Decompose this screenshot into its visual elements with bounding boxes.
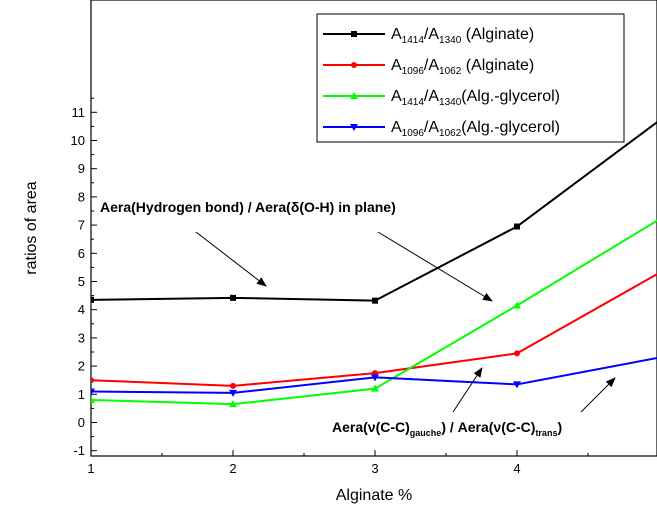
y-tick-label: 5: [78, 274, 85, 289]
annotation-arrow: [195, 231, 267, 287]
x-axis-title: Alginate %: [336, 487, 413, 504]
legend-label-part: (Alg.-glycerol): [461, 88, 560, 105]
x-axis: 1 2 3 4: [87, 450, 589, 476]
data-point: [230, 382, 236, 389]
series-triangle-down: [91, 356, 657, 397]
data-point: [230, 294, 236, 301]
legend-label-part: (Alginate): [461, 57, 534, 74]
y-tick-label: 4: [78, 302, 85, 317]
legend-label-part: A: [391, 88, 402, 105]
x-tick-label: 2: [229, 461, 236, 476]
legend-label-subscript: 1062: [439, 66, 462, 77]
legend-label-subscript: 1340: [439, 35, 462, 46]
legend-label: A1414/A1340(Alg.-glycerol): [391, 88, 560, 108]
y-axis-title: ratios of area: [23, 181, 40, 274]
data-point: [371, 374, 379, 382]
legend-label: A1414/A1340 (Alginate): [391, 26, 534, 46]
y-tick-label: 3: [78, 330, 85, 345]
data-point: [229, 400, 237, 408]
x-tick-label: 3: [371, 461, 378, 476]
data-point: [351, 31, 357, 37]
legend-label-subscript: 1096: [402, 128, 425, 139]
legend-item: A1414/A1340(Alg.-glycerol): [323, 88, 560, 108]
annotation-arrow: [580, 377, 616, 413]
y-tick-label: 11: [72, 105, 86, 120]
legend-box: [316, 13, 625, 143]
legend-label-part: (Alg.-glycerol): [461, 119, 560, 136]
legend-label-part: A: [391, 119, 402, 136]
data-point: [514, 350, 520, 357]
y-axis: -1 0 1 2 3 4 5 6 7 8 9 10 11: [71, 97, 97, 458]
legend-label-part: /A: [424, 26, 439, 43]
legend-label: A1096/A1062 (Alginate): [391, 57, 534, 77]
legend-item: A1096/A1062 (Alginate): [323, 57, 534, 77]
data-point: [513, 381, 521, 389]
legend: A1414/A1340 (Alginate)A1096/A1062 (Algin…: [316, 13, 625, 143]
series-line: [91, 273, 657, 387]
series-square: [91, 121, 657, 304]
legend-label-subscript: 1414: [402, 97, 425, 108]
y-tick-label: 10: [71, 133, 85, 148]
data-point: [91, 377, 94, 384]
annotation-arrow: [452, 367, 483, 413]
data-point: [514, 223, 520, 230]
data-point: [513, 301, 521, 309]
data-point: [91, 395, 95, 403]
annotation-gauche-trans-text: Aera(ν(C-C)gauche) / Aera(ν(C-C)trans): [332, 419, 562, 438]
y-tick-label: 6: [78, 246, 85, 261]
data-point: [91, 388, 95, 396]
legend-label: A1096/A1062(Alg.-glycerol): [391, 119, 560, 139]
data-point: [350, 92, 358, 99]
data-point: [372, 297, 378, 304]
series-layer: [91, 121, 657, 408]
legend-label-part: (Alginate): [461, 26, 534, 43]
plot-frame: [90, 0, 657, 457]
data-point: [229, 389, 237, 397]
annotation-hydrogen-bond-text: Aera(Hydrogen bond) / Aera(δ(O-H) in pla…: [100, 199, 396, 215]
y-tick-label: 8: [78, 189, 85, 204]
legend-label-part: /A: [424, 88, 439, 105]
legend-label-subscript: 1414: [402, 35, 425, 46]
legend-item: A1414/A1340 (Alginate): [323, 26, 534, 46]
legend-label-subscript: 1340: [439, 97, 462, 108]
data-point: [350, 124, 358, 131]
legend-label-part: A: [391, 26, 402, 43]
y-tick-label: 0: [78, 415, 85, 430]
legend-label-subscript: 1062: [439, 128, 462, 139]
data-point: [371, 384, 379, 392]
annotation-gauche-trans: Aera(ν(C-C)gauche) / Aera(ν(C-C)trans): [332, 367, 616, 438]
y-tick-label: 1: [78, 387, 85, 402]
data-point: [91, 296, 94, 303]
legend-label-part: /A: [424, 119, 439, 136]
y-tick-label: 2: [78, 359, 85, 374]
annotation-arrow: [377, 231, 493, 302]
y-tick-label: -1: [73, 443, 85, 458]
data-point: [351, 62, 357, 68]
legend-label-part: A: [391, 57, 402, 74]
annotation-hydrogen-bond: Aera(Hydrogen bond) / Aera(δ(O-H) in pla…: [100, 199, 493, 302]
y-tick-label: 9: [78, 161, 85, 176]
y-tick-label: 7: [78, 218, 85, 233]
legend-item: A1096/A1062(Alg.-glycerol): [323, 119, 560, 139]
series-triangle-up: [91, 219, 657, 408]
legend-label-subscript: 1096: [402, 66, 425, 77]
x-tick-label: 1: [87, 461, 94, 476]
series-circle: [91, 273, 657, 389]
legend-label-part: /A: [424, 57, 439, 74]
x-tick-label: 4: [513, 461, 520, 476]
